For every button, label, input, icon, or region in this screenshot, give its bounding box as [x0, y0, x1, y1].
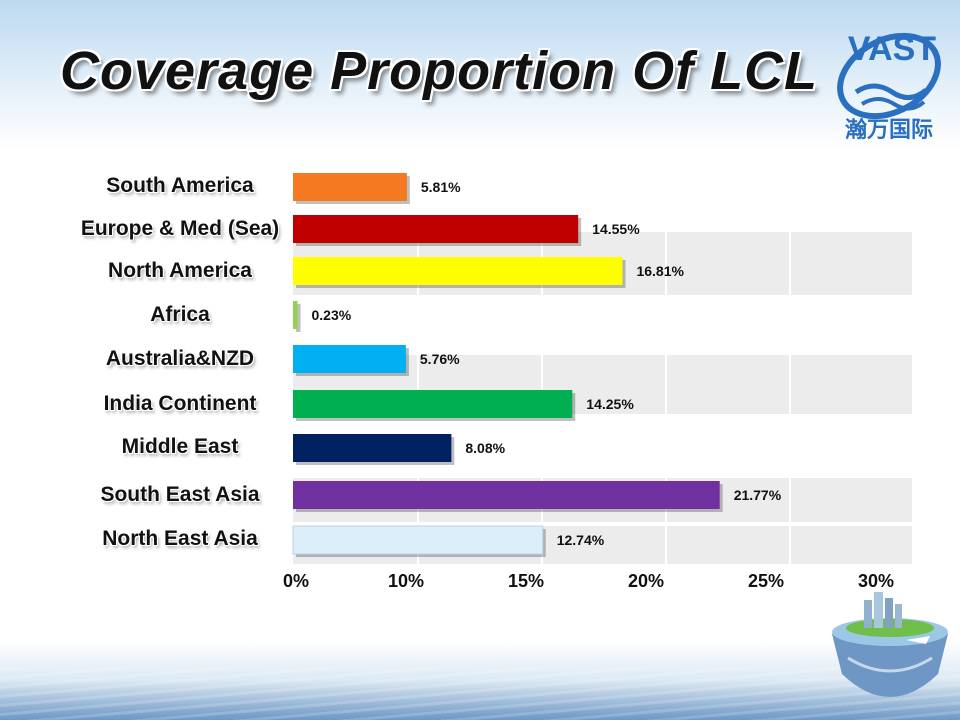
value-label: 12.74% [557, 532, 605, 548]
x-tick-label: 15% [508, 571, 544, 591]
bar [293, 434, 452, 462]
bar [293, 481, 720, 509]
bar [293, 345, 406, 373]
category-label: South East Asia [100, 483, 260, 506]
value-label: 14.25% [586, 396, 634, 412]
value-label: 14.55% [592, 221, 640, 237]
bar [292, 525, 544, 555]
value-label: 5.81% [421, 179, 461, 195]
bar [293, 173, 407, 201]
vast-logo: VAST 瀚万国际 [837, 30, 941, 143]
category-label: Australia&NZD [105, 347, 255, 370]
bar [293, 215, 579, 243]
category-label: Europe & Med (Sea) [80, 217, 280, 240]
value-label: 21.77% [734, 487, 782, 503]
x-tick-label: 25% [748, 571, 784, 591]
category-label: Middle East [121, 435, 239, 458]
category-label: South America [106, 174, 254, 197]
value-label: 5.76% [420, 351, 460, 367]
x-tick-label: 10% [388, 571, 424, 591]
value-label: 8.08% [465, 440, 505, 456]
value-label: 0.23% [312, 307, 352, 323]
logo-brand: VAST [848, 30, 936, 68]
globe-city-illustration [832, 592, 948, 697]
x-tick-label: 30% [858, 571, 894, 591]
bar-shadow [296, 304, 301, 332]
category-label: North East Asia [102, 527, 258, 550]
logo-chinese: 瀚万国际 [845, 117, 933, 143]
bottom-decor-band [0, 668, 960, 720]
x-tick-label: 0% [283, 571, 309, 591]
bar [293, 301, 298, 329]
category-label: India Continent [103, 392, 257, 415]
bar [293, 390, 573, 418]
x-tick-label: 20% [628, 571, 664, 591]
category-label: Africa [150, 303, 210, 326]
page-title: Coverage Proportion Of LCL [60, 41, 819, 101]
value-label: 16.81% [636, 263, 684, 279]
category-label: North America [108, 259, 252, 282]
bar [293, 257, 623, 285]
